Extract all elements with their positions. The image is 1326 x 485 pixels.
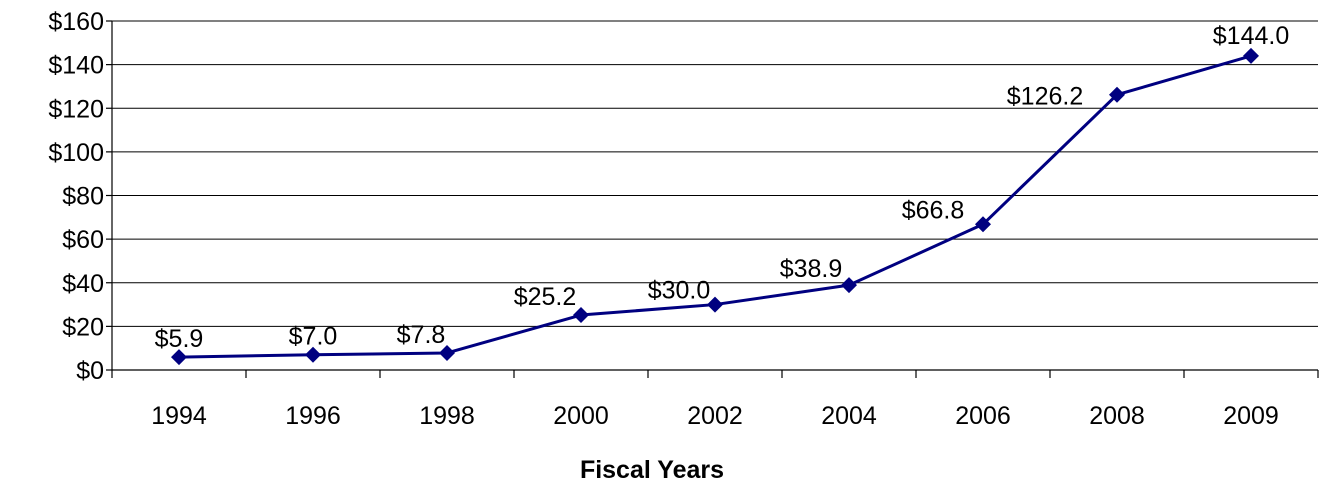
y-tick-label: $160 — [48, 8, 104, 36]
x-tick-label: 1994 — [151, 402, 207, 430]
data-label: $7.0 — [289, 323, 338, 351]
x-tick-label: 1998 — [419, 402, 475, 430]
y-axis: $0 $20 $40 $60 $80 $100 $120 $140 $160 — [48, 8, 113, 385]
gridlines — [112, 20, 1318, 327]
data-label: $30.0 — [648, 277, 711, 305]
y-tick-label: $20 — [62, 313, 104, 341]
y-tick-label: $140 — [48, 52, 104, 80]
data-markers — [171, 47, 1259, 366]
x-tick-label: 2000 — [553, 402, 609, 430]
data-label: $5.9 — [155, 325, 204, 353]
x-tick-label: 1996 — [285, 402, 341, 430]
data-point-marker — [841, 277, 857, 294]
data-label: $126.2 — [1007, 83, 1083, 111]
y-tick-label: $120 — [48, 95, 104, 123]
data-label: $144.0 — [1213, 22, 1289, 50]
data-point-marker — [171, 349, 187, 366]
x-tick-label: 2009 — [1223, 402, 1279, 430]
y-tick-label: $40 — [62, 270, 104, 298]
x-axis-title: Fiscal Years — [580, 456, 724, 484]
data-point-marker — [1109, 86, 1125, 103]
data-point-marker — [573, 307, 589, 324]
x-tick-label: 2006 — [955, 402, 1011, 430]
data-label: $38.9 — [780, 255, 843, 283]
y-tick-label: $0 — [76, 357, 104, 385]
x-tick-label: 2004 — [821, 402, 877, 430]
data-labels: $5.9 $7.0 $7.8 $25.2 $30.0 $38.9 $66.8 $126.2 $1… — [155, 22, 1290, 353]
y-tick-label: $80 — [62, 183, 104, 211]
data-label: $66.8 — [902, 196, 965, 224]
data-point-marker — [975, 216, 991, 233]
data-label: $7.8 — [397, 321, 446, 349]
y-tick-label: $60 — [62, 226, 104, 254]
data-point-marker — [439, 344, 455, 361]
data-point-marker — [1243, 47, 1259, 64]
x-tick-label: 2008 — [1089, 402, 1145, 430]
data-point-marker — [707, 296, 723, 313]
x-axis: 1994 1996 1998 2000 2002 2004 2006 2008 2009 — [111, 369, 1319, 430]
y-tick-label: $100 — [48, 139, 104, 167]
x-tick-label: 2002 — [687, 402, 743, 430]
data-point-marker — [305, 346, 321, 363]
data-label: $25.2 — [514, 283, 577, 311]
